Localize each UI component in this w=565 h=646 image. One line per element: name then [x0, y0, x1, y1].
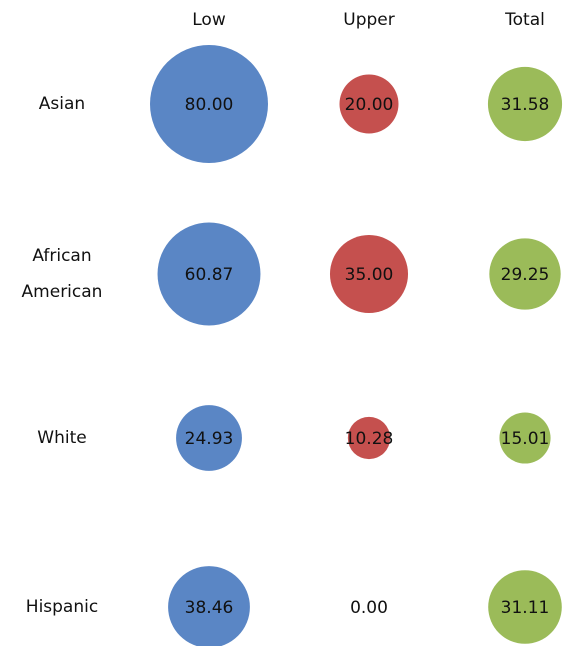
column-header: Total: [504, 10, 545, 30]
bubble: [150, 45, 268, 163]
bubble: [157, 222, 261, 326]
bubble: [489, 238, 561, 310]
data-label: 24.93: [185, 429, 234, 449]
bubble: [487, 66, 563, 142]
data-label: 31.11: [501, 598, 550, 618]
data-label: 20.00: [345, 95, 394, 115]
bubble: [329, 234, 409, 314]
row-label: African American: [21, 246, 103, 302]
data-label: 29.25: [501, 265, 550, 285]
row-label: White: [37, 428, 87, 448]
bubble: [168, 566, 250, 646]
bubble: [499, 412, 551, 464]
row-label: Hispanic: [25, 597, 99, 617]
data-label: 38.46: [185, 598, 234, 618]
data-label: 35.00: [345, 265, 394, 285]
bubble: [339, 74, 399, 134]
data-label: 15.01: [501, 429, 550, 449]
data-label: 31.58: [501, 95, 550, 115]
data-label: 80.00: [185, 95, 234, 115]
data-label: 60.87: [185, 265, 234, 285]
column-header: Low: [192, 10, 226, 30]
row-label: Asian: [38, 94, 86, 114]
bubble: [488, 570, 562, 644]
data-label: 0.00: [350, 598, 388, 618]
bubble: [176, 405, 242, 471]
column-header: Upper: [343, 10, 394, 30]
bubble: [347, 416, 391, 460]
data-label: 10.28: [345, 429, 394, 449]
